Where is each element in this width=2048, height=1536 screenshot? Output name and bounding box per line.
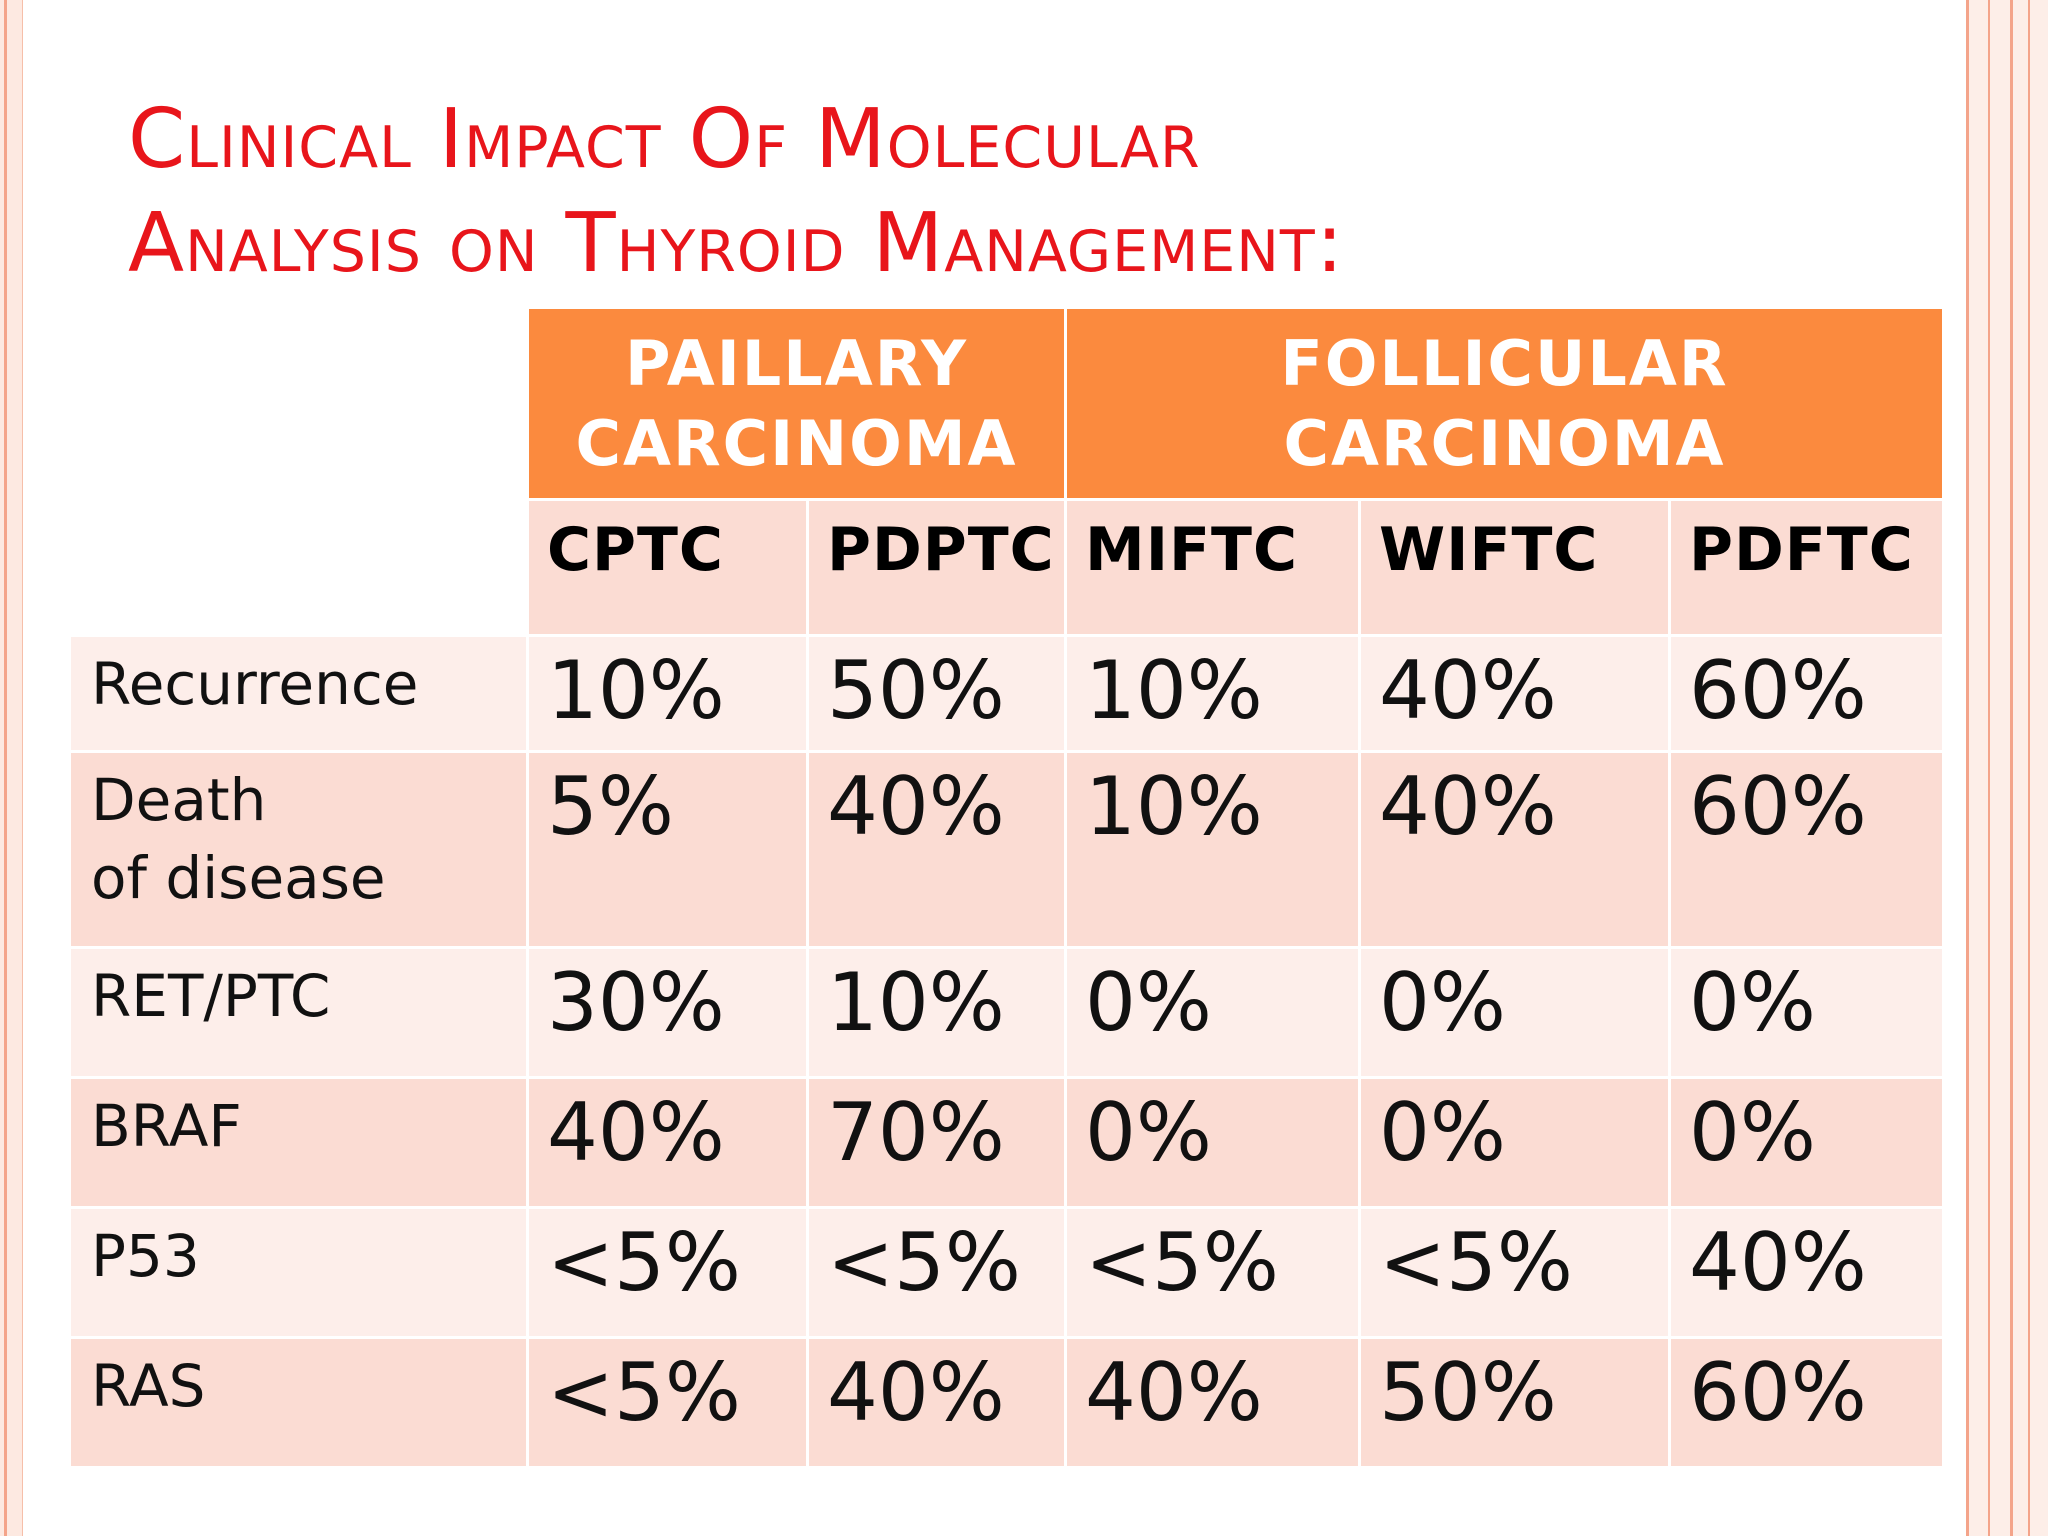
group-header-line: CARCINOMA — [1283, 406, 1726, 480]
table-cell: 70% — [806, 1076, 1067, 1209]
group-header-line: FOLLICULAR — [1280, 326, 1729, 400]
table-cell: 0% — [1358, 946, 1671, 1079]
table-cell: <5% — [1358, 1206, 1671, 1339]
right-decorative-border — [1966, 0, 2048, 1536]
table-cell: 40% — [1358, 750, 1671, 949]
table-cell: 10% — [1064, 634, 1361, 753]
table-cell: 30% — [526, 946, 809, 1079]
title-line-1: Clinical Impact Of Molecular — [128, 92, 1201, 187]
table-cell: 10% — [1064, 750, 1361, 949]
table-row-ras: RAS <5% 40% 40% 50% 60% — [68, 1336, 1945, 1469]
table-cell: <5% — [526, 1336, 809, 1469]
empty-corner-cell — [70, 500, 528, 636]
table-cell: 40% — [806, 1336, 1067, 1469]
row-label-line: RET/PTC — [91, 962, 331, 1030]
table-cell: 40% — [1064, 1336, 1361, 1469]
table-row-ret-ptc: RET/PTC 30% 10% 0% 0% 0% — [68, 946, 1945, 1079]
table-cell: 0% — [1358, 1076, 1671, 1209]
table-row-death-of-disease: Death of disease 5% 40% 10% 40% 60% — [68, 750, 1945, 949]
table-cell: <5% — [806, 1206, 1067, 1339]
table-row-p53: P53 <5% <5% <5% <5% 40% — [68, 1206, 1945, 1339]
row-label: P53 — [68, 1206, 529, 1339]
right-border-line — [1966, 0, 1969, 1536]
table-cell: <5% — [526, 1206, 809, 1339]
table-cell: 0% — [1668, 1076, 1945, 1209]
group-header-follicular: FOLLICULAR CARCINOMA — [1064, 306, 1945, 501]
row-label-line: BRAF — [91, 1092, 242, 1160]
title-line-2: Analysis on Thyroid Management: — [128, 196, 1345, 291]
row-label-line: of disease — [91, 844, 386, 912]
group-header-papillary: PAILLARY CARCINOMA — [526, 306, 1067, 501]
table-cell: 50% — [806, 634, 1067, 753]
table-cell: 50% — [1358, 1336, 1671, 1469]
table-row-braf: BRAF 40% 70% 0% 0% 0% — [68, 1076, 1945, 1209]
right-border-line — [2028, 0, 2030, 1536]
subtype-header-miftc: MIFTC — [1064, 498, 1361, 637]
table-cell: 10% — [806, 946, 1067, 1079]
table-cell: 40% — [806, 750, 1067, 949]
table-row-recurrence: Recurrence 10% 50% 10% 40% 60% — [68, 634, 1945, 753]
table-cell: 40% — [1668, 1206, 1945, 1339]
table-cell: 40% — [1358, 634, 1671, 753]
table-cell: 5% — [526, 750, 809, 949]
subtype-header-cptc: CPTC — [526, 498, 809, 637]
left-decorative-border — [0, 0, 23, 1536]
table-cell: 40% — [526, 1076, 809, 1209]
table-cell: 60% — [1668, 1336, 1945, 1469]
row-label-line: P53 — [91, 1222, 200, 1290]
slide-title: Clinical Impact Of Molecular Analysis on… — [128, 88, 1828, 296]
subtype-header-row: CPTC PDPTC MIFTC WIFTC PDFTC — [70, 498, 1945, 637]
empty-corner-cell — [70, 308, 528, 500]
row-label: Death of disease — [68, 750, 529, 949]
row-label: RET/PTC — [68, 946, 529, 1079]
row-label: RAS — [68, 1336, 529, 1469]
row-label: Recurrence — [68, 634, 529, 753]
table-cell: 0% — [1668, 946, 1945, 1079]
group-header-row: PAILLARY CARCINOMA FOLLICULAR CARCINOMA — [70, 306, 1945, 501]
group-header-line: PAILLARY — [624, 326, 969, 400]
right-border-line — [1988, 0, 1990, 1536]
table-cell: 0% — [1064, 946, 1361, 1079]
right-border-line — [2010, 0, 2013, 1536]
molecular-analysis-table: PAILLARY CARCINOMA FOLLICULAR CARCINOMA … — [68, 306, 1945, 1469]
left-border-line — [4, 0, 7, 1536]
subtype-header-pdftc: PDFTC — [1668, 498, 1945, 637]
subtype-header-pdptc: PDPTC — [806, 498, 1067, 637]
table-cell: <5% — [1064, 1206, 1361, 1339]
group-header-line: CARCINOMA — [575, 406, 1018, 480]
table-cell: 60% — [1668, 750, 1945, 949]
row-label-line: RAS — [91, 1352, 206, 1420]
table-cell: 10% — [526, 634, 809, 753]
row-label-line: Death — [91, 766, 267, 834]
subtype-header-wiftc: WIFTC — [1358, 498, 1671, 637]
table-cell: 60% — [1668, 634, 1945, 753]
row-label-line: Recurrence — [91, 650, 419, 718]
row-label: BRAF — [68, 1076, 529, 1209]
table-cell: 0% — [1064, 1076, 1361, 1209]
